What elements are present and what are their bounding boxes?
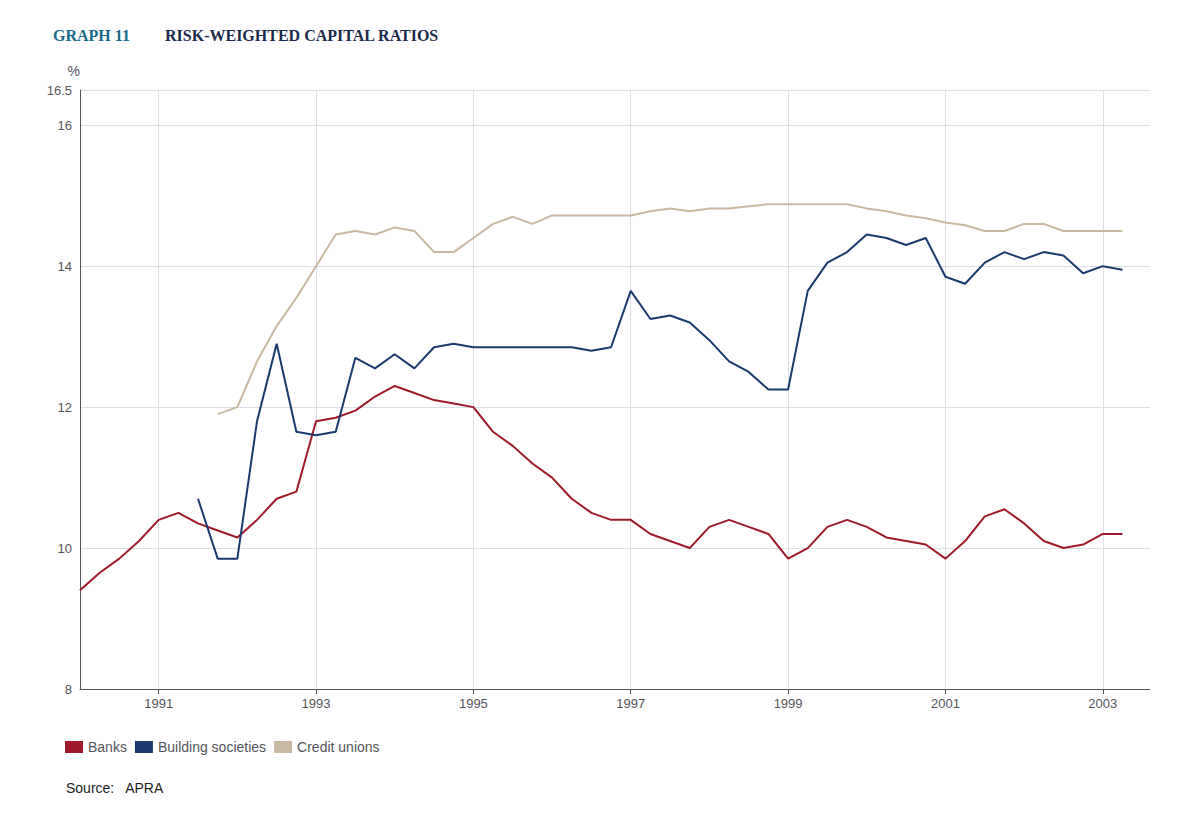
svg-text:Banks: Banks bbox=[88, 739, 127, 755]
svg-text:14: 14 bbox=[58, 259, 72, 274]
svg-text:2003: 2003 bbox=[1088, 696, 1117, 711]
svg-text:GRAPH 11: GRAPH 11 bbox=[53, 27, 130, 44]
svg-text:%: % bbox=[68, 63, 80, 79]
svg-text:12: 12 bbox=[58, 400, 72, 415]
svg-text:1997: 1997 bbox=[616, 696, 645, 711]
svg-text:1995: 1995 bbox=[459, 696, 488, 711]
svg-text:10: 10 bbox=[58, 541, 72, 556]
svg-text:Credit unions: Credit unions bbox=[297, 739, 380, 755]
svg-text:2001: 2001 bbox=[931, 696, 960, 711]
svg-text:1993: 1993 bbox=[302, 696, 331, 711]
svg-text:Source: APRA: Source: APRA bbox=[66, 780, 164, 796]
svg-text:8: 8 bbox=[65, 682, 72, 697]
svg-text:RISK-WEIGHTED CAPITAL RATIOS: RISK-WEIGHTED CAPITAL RATIOS bbox=[165, 27, 438, 44]
svg-text:16.5: 16.5 bbox=[47, 83, 72, 98]
svg-text:1991: 1991 bbox=[144, 696, 173, 711]
svg-text:1999: 1999 bbox=[774, 696, 803, 711]
svg-text:Building societies: Building societies bbox=[158, 739, 266, 755]
svg-text:16: 16 bbox=[58, 118, 72, 133]
